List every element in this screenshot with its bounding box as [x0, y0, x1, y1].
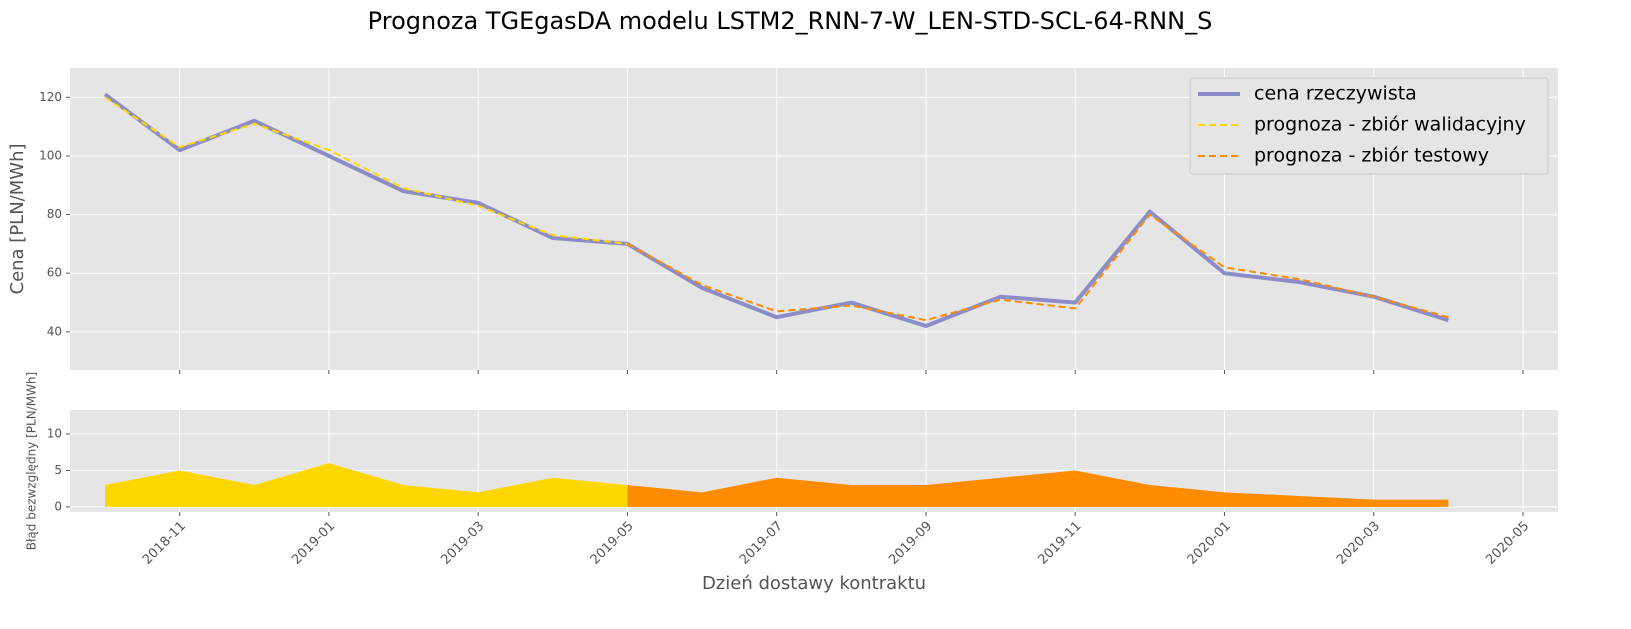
y-tick-label: 80	[47, 207, 62, 221]
x-tick-label: 2020-01	[1185, 519, 1234, 568]
series-line	[626, 213, 1449, 322]
x-tick-label: 2020-03	[1334, 519, 1383, 568]
x-tick-label: 2018-11	[140, 519, 189, 568]
y-tick-label: 100	[39, 148, 62, 162]
y-axis-label: Błąd bezwzględny [PLN/MWh]	[25, 372, 39, 550]
x-tick-label: 2019-07	[737, 519, 786, 568]
y-tick-label: 5	[54, 463, 62, 477]
x-axis-label: Dzień dostawy kontraktu	[702, 573, 926, 594]
y-tick-label: 10	[47, 427, 62, 441]
x-tick-label: 2020-05	[1483, 519, 1532, 568]
x-tick-label: 2019-11	[1035, 519, 1084, 568]
legend-label: cena rzeczywista	[1254, 83, 1417, 105]
y-tick-label: 60	[47, 266, 62, 280]
legend-label: prognoza - zbiór walidacyjny	[1254, 114, 1526, 136]
x-tick-label: 2019-03	[438, 519, 487, 568]
legend-label: prognoza - zbiór testowy	[1254, 145, 1489, 167]
x-tick-label: 2019-05	[588, 519, 637, 568]
legend: cena rzeczywista prognoza - zbiór walidac…	[1189, 77, 1549, 175]
error-area	[627, 470, 1449, 507]
error-area	[105, 463, 628, 507]
y-tick-label: 120	[39, 90, 62, 104]
chart-title: Prognoza TGEgasDA modelu LSTM2_RNN-7-W_L…	[368, 7, 1213, 35]
y-tick-label: 0	[54, 499, 62, 513]
x-tick-label: 2019-09	[886, 519, 935, 568]
series-line	[103, 92, 1449, 329]
x-tick-label: 2019-01	[289, 519, 338, 568]
legend-box	[1189, 77, 1549, 175]
y-axis-label: Cena [PLN/MWh]	[7, 144, 28, 295]
y-tick-label: 40	[47, 324, 62, 338]
series-line	[104, 96, 628, 245]
